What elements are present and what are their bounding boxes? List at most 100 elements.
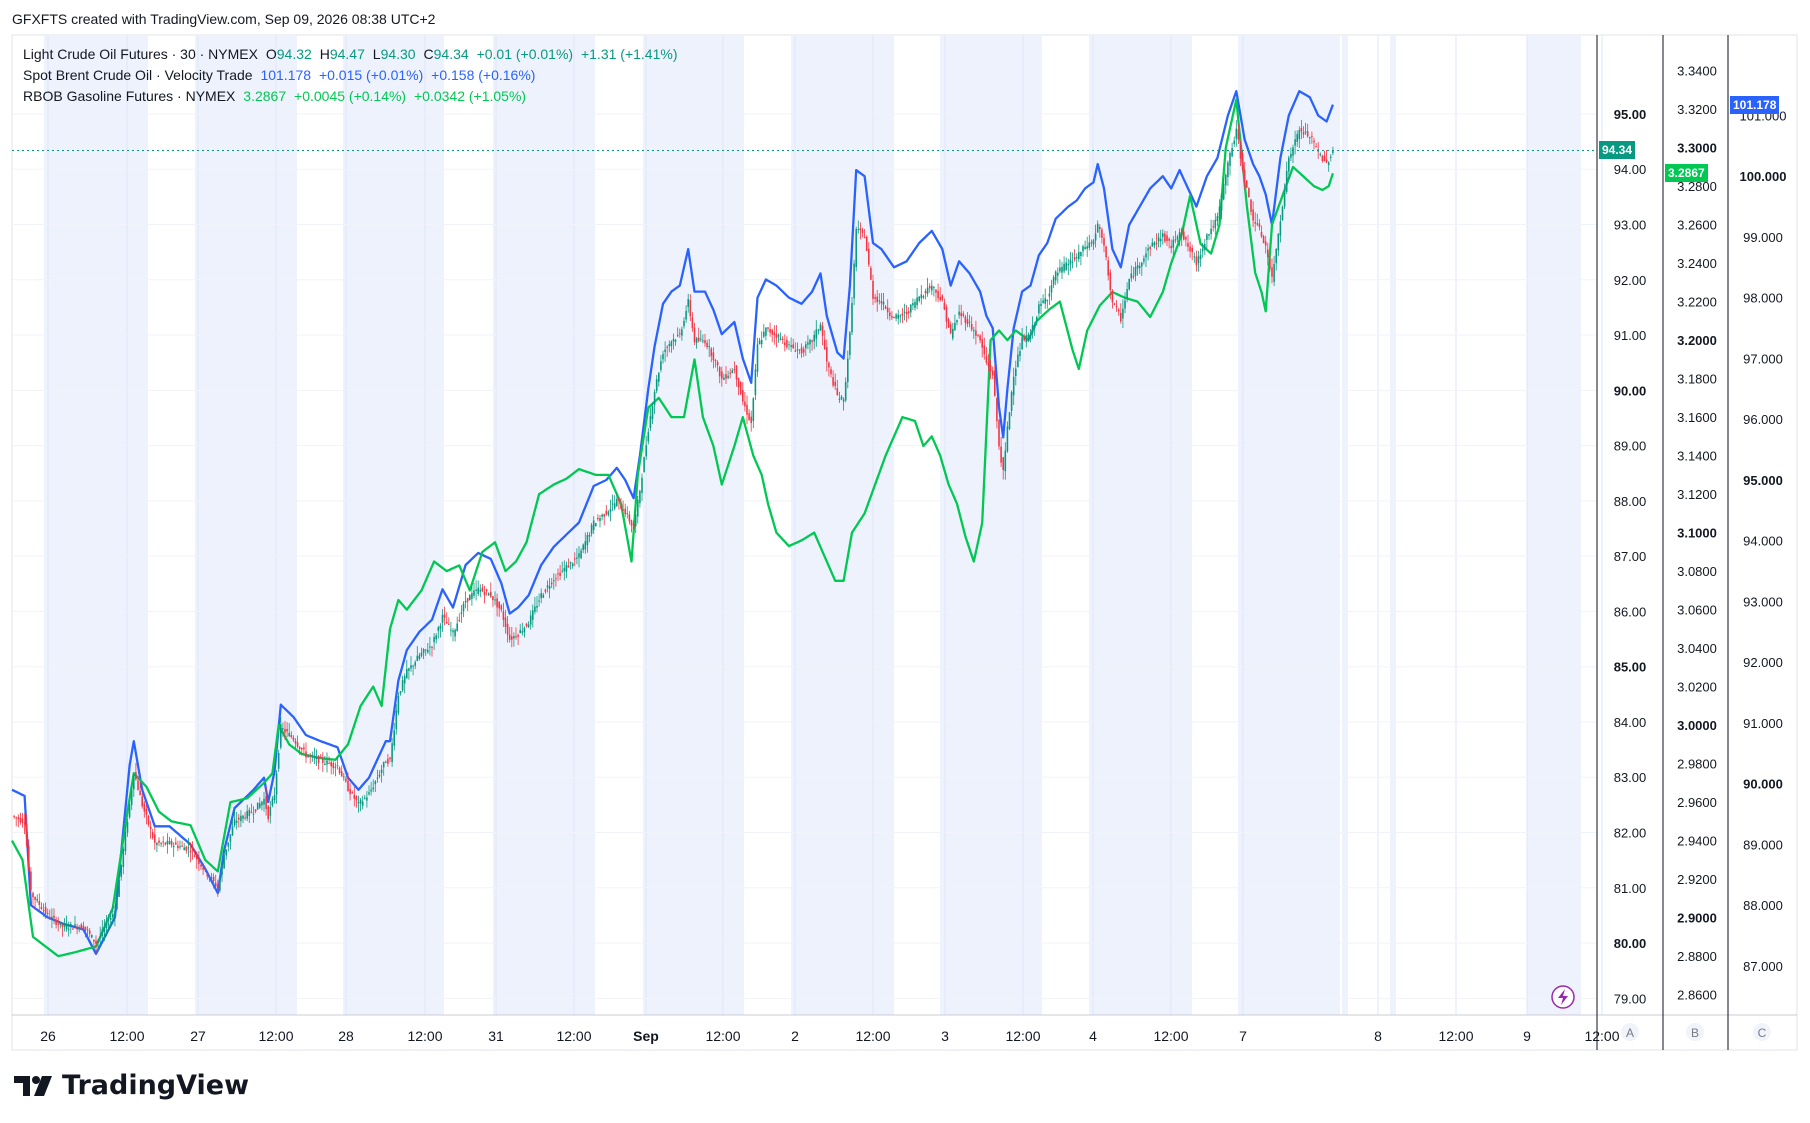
axis-id-marker xyxy=(1686,1023,1704,1041)
candle-body xyxy=(725,374,727,379)
candle-body xyxy=(746,404,748,415)
candle-body xyxy=(1054,271,1057,281)
candle-body xyxy=(1250,199,1252,212)
candle-body xyxy=(637,499,639,517)
candle-body xyxy=(553,580,555,582)
y-tick-label-b: 3.3000 xyxy=(1677,141,1717,156)
candle-body xyxy=(1105,246,1107,258)
candle-body xyxy=(139,790,141,796)
candle-body xyxy=(1327,162,1330,165)
candle-body xyxy=(500,605,503,610)
candle-body xyxy=(441,614,444,623)
candle-body xyxy=(874,297,876,299)
candle-body xyxy=(34,897,36,900)
candle-body xyxy=(949,324,952,334)
candle-body xyxy=(315,756,318,759)
candle-body xyxy=(1042,300,1044,304)
candle-body xyxy=(752,398,755,422)
candle-body xyxy=(1243,170,1246,184)
candle-body xyxy=(907,311,910,314)
candle-body xyxy=(202,867,204,870)
candle-body xyxy=(385,761,387,763)
candle-body xyxy=(1193,256,1196,258)
candle-body xyxy=(1012,376,1015,396)
candle-body xyxy=(1170,245,1172,249)
candle-body xyxy=(1178,232,1181,238)
candle-body xyxy=(498,601,500,609)
candle-body xyxy=(416,655,419,662)
candle-body xyxy=(1103,238,1105,246)
tradingview-logo[interactable]: TradingView xyxy=(14,1070,249,1101)
y-tick-label-b: 3.2000 xyxy=(1677,333,1717,348)
candle-body xyxy=(170,840,173,846)
candle-body xyxy=(599,517,601,521)
candle-body xyxy=(235,820,238,823)
candle-body xyxy=(1273,264,1275,282)
bolt-icon[interactable] xyxy=(1551,985,1575,1009)
y-tick-label-c: 88.000 xyxy=(1743,898,1783,913)
candle-body xyxy=(481,587,484,592)
candle-body xyxy=(1090,242,1093,244)
candle-body xyxy=(1040,303,1042,306)
candle-body xyxy=(616,499,618,506)
candle-body xyxy=(13,816,15,818)
candle-body xyxy=(17,817,20,820)
candle-body xyxy=(781,338,784,340)
plot-area-border xyxy=(11,34,1798,1051)
candle-body xyxy=(576,557,578,559)
candle-body xyxy=(550,582,553,585)
candle-body xyxy=(994,370,996,396)
legend-change-2: +0.158 (+0.16%) xyxy=(431,67,536,83)
candle-body xyxy=(855,229,857,268)
y-tick-label-b: 2.9000 xyxy=(1677,911,1717,926)
y-tick-label-c: 97.000 xyxy=(1743,351,1783,366)
candle-body xyxy=(582,544,584,551)
candle-body xyxy=(1164,233,1166,242)
legend-low-label: L xyxy=(372,46,381,62)
legend-row-crude[interactable]: Light Crude Oil Futures · 30 · NYMEX O94… xyxy=(23,46,681,62)
candle-body xyxy=(330,761,332,767)
candle-body xyxy=(389,757,391,759)
candle-body xyxy=(450,629,452,631)
y-tick-label-a: 82.00 xyxy=(1614,826,1647,841)
candle-body xyxy=(366,797,368,801)
candle-body xyxy=(1201,248,1204,252)
candle-body xyxy=(1021,337,1023,350)
y-tick-label-b: 3.1200 xyxy=(1677,487,1717,502)
candle-body xyxy=(1120,312,1122,322)
legend-change: +0.0045 (+0.14%) xyxy=(294,88,407,104)
candle-body xyxy=(309,755,311,757)
candle-body xyxy=(1159,238,1162,242)
candle-body xyxy=(903,311,906,313)
candle-body xyxy=(244,817,246,819)
candle-body xyxy=(86,929,89,931)
legend-row-rbob[interactable]: RBOB Gasoline Futures · NYMEX 3.2867 +0.… xyxy=(23,88,530,104)
candle-body xyxy=(378,774,381,777)
candle-body xyxy=(1094,233,1097,241)
candle-body xyxy=(1033,323,1036,328)
candle-body xyxy=(1275,248,1277,264)
candle-body xyxy=(1109,272,1112,291)
candle-body xyxy=(1145,253,1147,258)
candle-body xyxy=(408,668,410,671)
candle-body xyxy=(622,509,624,512)
candle-body xyxy=(1248,188,1250,198)
candle-body xyxy=(424,649,427,651)
y-tick-label-b: 2.9400 xyxy=(1677,834,1717,849)
candle-body xyxy=(109,917,112,920)
candle-body xyxy=(122,848,125,867)
candle-body xyxy=(485,589,488,592)
candle-body xyxy=(962,313,965,316)
candle-body xyxy=(895,314,897,319)
candle-body xyxy=(78,927,80,930)
candle-body xyxy=(1126,289,1128,299)
tradingview-logo-icon xyxy=(14,1075,52,1096)
axis-id-marker xyxy=(1621,1023,1639,1041)
candle-body xyxy=(1017,354,1019,368)
candle-body xyxy=(1187,242,1189,247)
candle-body xyxy=(823,339,826,350)
legend-row-brent[interactable]: Spot Brent Crude Oil · Velocity Trade 10… xyxy=(23,67,539,83)
candle-body xyxy=(1008,412,1011,429)
candle-body xyxy=(889,312,891,317)
